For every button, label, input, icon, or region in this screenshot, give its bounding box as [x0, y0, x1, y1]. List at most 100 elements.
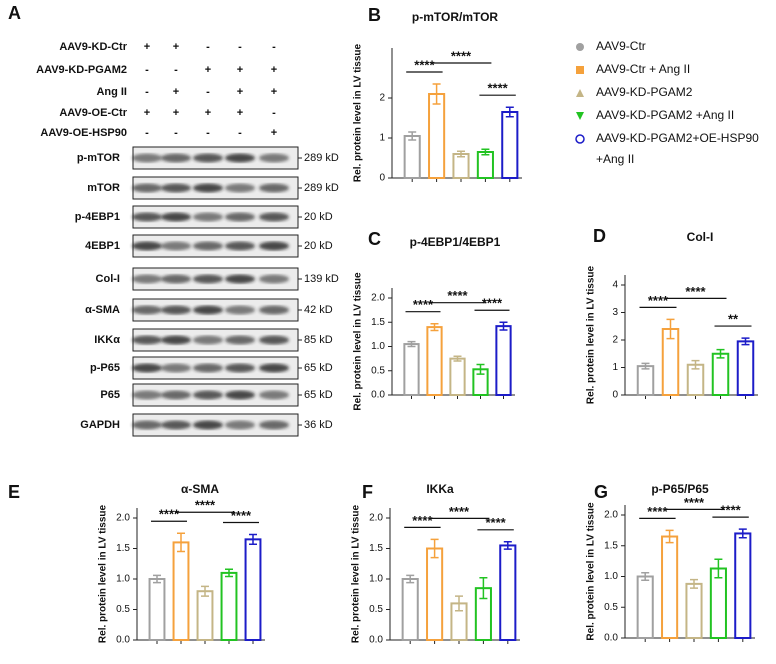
- bar: [220, 571, 238, 642]
- band-size: 289 kD: [304, 182, 339, 194]
- blot-band: [161, 363, 191, 373]
- error-bar: [479, 577, 488, 600]
- y-tick-label: 2.0: [604, 510, 618, 521]
- treatment-sign: +: [237, 64, 243, 76]
- error-bar: [741, 337, 750, 346]
- significance-label: ****: [487, 81, 508, 96]
- y-axis-label: Rel. protein level in LV tissue: [351, 504, 362, 643]
- blot-band: [161, 241, 191, 251]
- blot-band: [132, 241, 162, 251]
- treatment-sign: +: [144, 41, 150, 53]
- bar: [709, 567, 727, 640]
- blot-band: [225, 390, 255, 400]
- band-label: mTOR: [87, 182, 120, 194]
- blot-band: [161, 335, 191, 345]
- blot-band: [132, 363, 162, 373]
- treatment-sign: -: [206, 127, 210, 139]
- y-axis-label: Rel. protein level in LV tissue: [98, 504, 109, 643]
- band-size: 289 kD: [304, 152, 339, 164]
- blot-band: [161, 274, 191, 284]
- blot-band: [225, 335, 255, 345]
- chart-title: p-mTOR/mTOR: [412, 10, 499, 24]
- error-bar: [457, 150, 465, 158]
- blot-band: [193, 420, 223, 430]
- marker: [576, 43, 584, 51]
- band-label: P65: [100, 389, 120, 401]
- band-size: 65 kD: [304, 389, 333, 401]
- bar: [426, 326, 443, 397]
- blot-band: [225, 420, 255, 430]
- blot-band: [132, 212, 162, 222]
- y-tick-label: 1.5: [371, 317, 385, 328]
- marker: [576, 112, 584, 120]
- blot-band: [132, 335, 162, 345]
- blot-band: [193, 212, 223, 222]
- panel-label: G: [594, 482, 608, 502]
- error-bar: [691, 359, 700, 370]
- treatment-sign: +: [205, 64, 211, 76]
- legend-label: AAV9-KD-PGAM2 +Ang II: [596, 108, 734, 122]
- y-tick-label: 1.0: [116, 574, 130, 585]
- blot-band: [259, 335, 289, 345]
- blot-band: [132, 390, 162, 400]
- treatment-sign: +: [271, 127, 277, 139]
- panel-label: D: [593, 226, 606, 246]
- y-tick-label: 0.0: [604, 633, 618, 644]
- error-bar: [665, 529, 674, 544]
- bar: [148, 578, 166, 641]
- y-tick-label: 2.0: [369, 513, 383, 524]
- blot-band: [225, 183, 255, 193]
- blot-band: [193, 305, 223, 315]
- blot-band: [259, 305, 289, 315]
- y-tick-label: 3: [612, 307, 618, 318]
- legend-label: AAV9-KD-PGAM2+OE-HSP90: [596, 131, 759, 145]
- significance-label: ****: [412, 513, 433, 528]
- error-bar: [714, 558, 723, 579]
- error-bar: [716, 348, 725, 359]
- band-size: 42 kD: [304, 304, 333, 316]
- band-label: α-SMA: [85, 304, 120, 316]
- panel-label: B: [368, 5, 381, 25]
- blot-band: [193, 363, 223, 373]
- error-bar: [641, 362, 650, 370]
- y-tick-label: 2: [612, 335, 618, 346]
- blot-band: [193, 183, 223, 193]
- chart-title: p-4EBP1/4EBP1: [410, 235, 501, 249]
- blot-band: [225, 212, 255, 222]
- error-bar: [432, 83, 441, 105]
- y-tick-label: 1.5: [369, 543, 383, 554]
- y-tick-label: 0.0: [371, 390, 385, 401]
- blot-band: [225, 153, 255, 163]
- treatment-sign: -: [145, 64, 149, 76]
- treatment-label: Ang II: [96, 86, 127, 98]
- bar: [401, 578, 419, 641]
- blot-band: [161, 305, 191, 315]
- legend-label: AAV9-KD-PGAM2: [596, 85, 693, 99]
- panel-label: F: [362, 482, 373, 502]
- treatment-label: AAV9-OE-HSP90: [40, 127, 127, 139]
- significance-label: ****: [485, 515, 506, 530]
- y-tick-label: 1: [379, 133, 385, 144]
- blot-band: [225, 274, 255, 284]
- treatment-sign: -: [145, 127, 149, 139]
- band-label: p-mTOR: [77, 152, 120, 164]
- significance-label: ****: [414, 57, 435, 72]
- blot-band: [225, 363, 255, 373]
- bar: [428, 93, 446, 179]
- blot-band: [225, 241, 255, 251]
- chart-title: p-P65/P65: [651, 482, 709, 496]
- blot-band: [161, 212, 191, 222]
- treatment-sign: -: [238, 127, 242, 139]
- error-bar: [177, 532, 185, 553]
- significance-label: ****: [413, 297, 434, 312]
- error-bar: [481, 148, 490, 156]
- significance-label: ****: [195, 498, 216, 513]
- bar: [426, 547, 444, 641]
- band-label: IKKα: [94, 334, 120, 346]
- y-tick-label: 2: [379, 93, 385, 104]
- blot-band: [193, 335, 223, 345]
- error-bar: [201, 585, 209, 597]
- bar: [499, 544, 517, 642]
- band-size: 139 kD: [304, 273, 339, 285]
- y-tick-label: 1: [612, 362, 618, 373]
